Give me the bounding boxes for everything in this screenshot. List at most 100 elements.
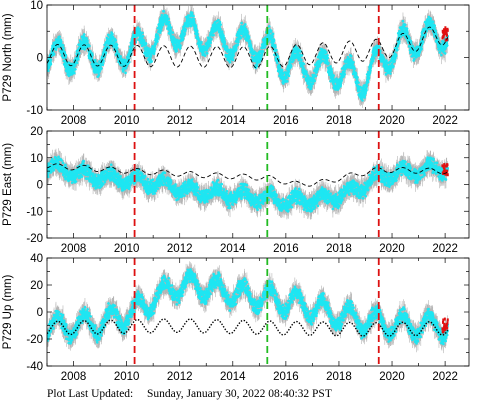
data-point <box>77 57 80 61</box>
data-point <box>209 41 212 45</box>
data-point <box>330 67 333 71</box>
data-point <box>231 56 234 59</box>
data-point <box>285 76 288 80</box>
data-point <box>357 81 360 84</box>
data-point <box>187 14 190 17</box>
data-point <box>159 29 163 32</box>
data-point <box>347 56 350 60</box>
data-point <box>396 48 399 52</box>
data-point <box>117 52 121 56</box>
data-point <box>59 40 63 43</box>
data-point <box>169 29 172 33</box>
data-point <box>269 29 273 33</box>
data-point <box>431 20 435 24</box>
data-point <box>153 49 156 53</box>
data-point <box>255 62 259 65</box>
data-point <box>223 40 227 44</box>
data-point <box>314 74 318 78</box>
data-point <box>353 67 356 71</box>
data-point <box>342 75 345 78</box>
data-point <box>167 20 171 24</box>
data-point <box>181 37 185 40</box>
data-point <box>343 70 346 73</box>
data-point <box>196 32 199 36</box>
data-point <box>305 70 308 74</box>
data-point <box>212 33 215 37</box>
data-point <box>219 28 222 31</box>
data-point <box>61 44 65 47</box>
data-point <box>97 73 101 77</box>
data-point <box>49 62 53 66</box>
data-point <box>234 47 238 51</box>
data-point <box>152 52 156 56</box>
data-point <box>220 30 224 33</box>
data-point <box>206 46 210 50</box>
data-point <box>420 47 423 51</box>
data-point <box>324 50 328 54</box>
data-point <box>63 50 67 54</box>
data-point <box>440 53 443 57</box>
data-point <box>289 64 293 68</box>
data-point <box>271 32 275 36</box>
data-point <box>318 64 321 68</box>
data-point <box>276 61 279 65</box>
data-point <box>349 54 353 58</box>
data-point <box>296 51 300 55</box>
data-point <box>86 39 89 42</box>
data-point <box>389 72 392 75</box>
data-point <box>258 59 261 63</box>
data-point <box>280 68 284 72</box>
data-point <box>138 27 141 31</box>
data-point <box>302 62 306 66</box>
data-point <box>218 20 222 24</box>
data-point <box>52 52 56 56</box>
data-point <box>337 86 340 90</box>
data-point <box>250 55 254 59</box>
data-point <box>333 80 336 84</box>
data-point <box>296 46 299 50</box>
data-point <box>361 99 364 102</box>
data-point <box>390 62 394 66</box>
data-point <box>98 70 101 73</box>
data-point <box>141 34 145 38</box>
data-point <box>94 58 97 62</box>
data-point <box>169 33 172 36</box>
data-point <box>412 57 416 61</box>
data-point <box>172 44 176 48</box>
data-point <box>89 50 92 53</box>
data-point <box>189 24 193 28</box>
data-point <box>153 47 157 50</box>
data-point <box>88 44 91 48</box>
data-point <box>154 42 158 46</box>
data-point <box>101 63 105 67</box>
data-point <box>292 58 295 62</box>
data-point <box>208 44 211 48</box>
data-point <box>327 61 330 65</box>
data-point <box>246 31 249 34</box>
data-point <box>433 24 436 27</box>
data-point <box>82 33 86 36</box>
data-point <box>363 95 366 98</box>
data-point <box>366 80 370 84</box>
data-point <box>329 65 332 68</box>
data-point <box>274 45 277 49</box>
data-point <box>203 54 207 57</box>
data-point <box>55 45 58 49</box>
data-point <box>111 35 115 39</box>
chart-panel-1: 2008 2010 2012 2014 2016 2018 2020 2022-10010P7… <box>2 0 470 127</box>
data-point <box>343 73 346 76</box>
data-point <box>357 89 361 92</box>
data-point <box>149 54 153 58</box>
data-point <box>158 24 161 28</box>
data-point <box>150 60 153 63</box>
data-point <box>299 50 303 53</box>
data-point <box>160 13 164 17</box>
data-point <box>354 72 358 76</box>
data-point <box>260 52 264 55</box>
data-point <box>178 47 182 50</box>
data-point <box>359 91 363 95</box>
data-point <box>77 51 81 55</box>
data-point <box>282 82 285 85</box>
data-point <box>205 52 209 55</box>
data-point <box>330 70 334 74</box>
